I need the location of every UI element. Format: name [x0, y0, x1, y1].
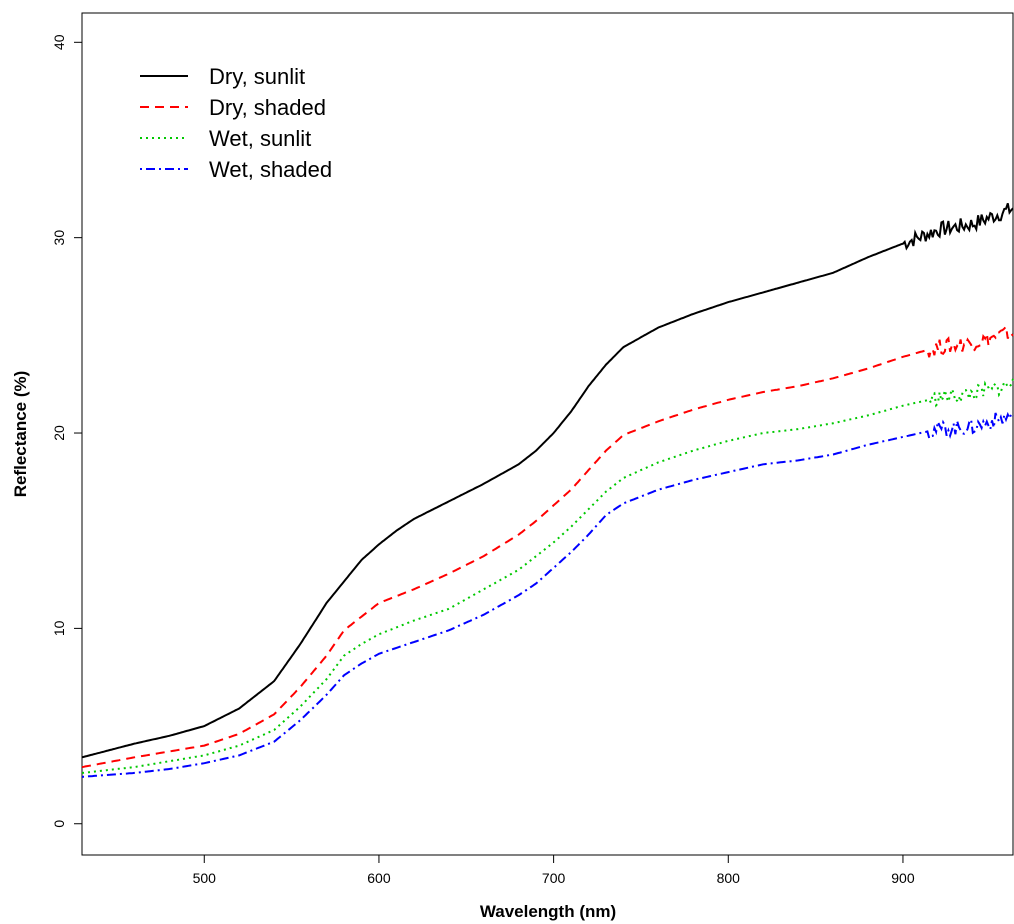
- y-tick-label: 30: [51, 230, 67, 246]
- x-tick-label: 800: [717, 870, 741, 886]
- series-line: [81, 324, 1014, 769]
- x-tick-label: 600: [367, 870, 391, 886]
- y-tick-label: 0: [51, 820, 67, 828]
- legend-label: Wet, sunlit: [209, 126, 311, 151]
- x-tick-label: 700: [542, 870, 566, 886]
- legend: Dry, sunlit Dry, shaded Wet, sunlit Wet, sh…: [140, 64, 332, 182]
- x-axis-title: Wavelength (nm): [480, 902, 616, 921]
- legend-label: Dry, shaded: [209, 95, 326, 120]
- y-tick-label: 10: [51, 620, 67, 636]
- legend-label: Dry, sunlit: [209, 64, 305, 89]
- series-line: [81, 202, 1014, 759]
- series-layer: [81, 202, 1014, 778]
- y-tick-label: 20: [51, 425, 67, 441]
- y-axis-title: Reflectance (%): [11, 371, 30, 498]
- y-tick-label: 40: [51, 34, 67, 50]
- series-line: [81, 411, 1014, 778]
- y-axis: 0 10 20 30 40: [51, 34, 82, 828]
- x-axis: 500 600 700 800 900: [193, 855, 915, 886]
- plot-frame: [81, 12, 1014, 856]
- x-tick-label: 900: [891, 870, 915, 886]
- x-tick-label: 500: [193, 870, 217, 886]
- legend-label: Wet, shaded: [209, 157, 332, 182]
- series-line: [81, 378, 1014, 774]
